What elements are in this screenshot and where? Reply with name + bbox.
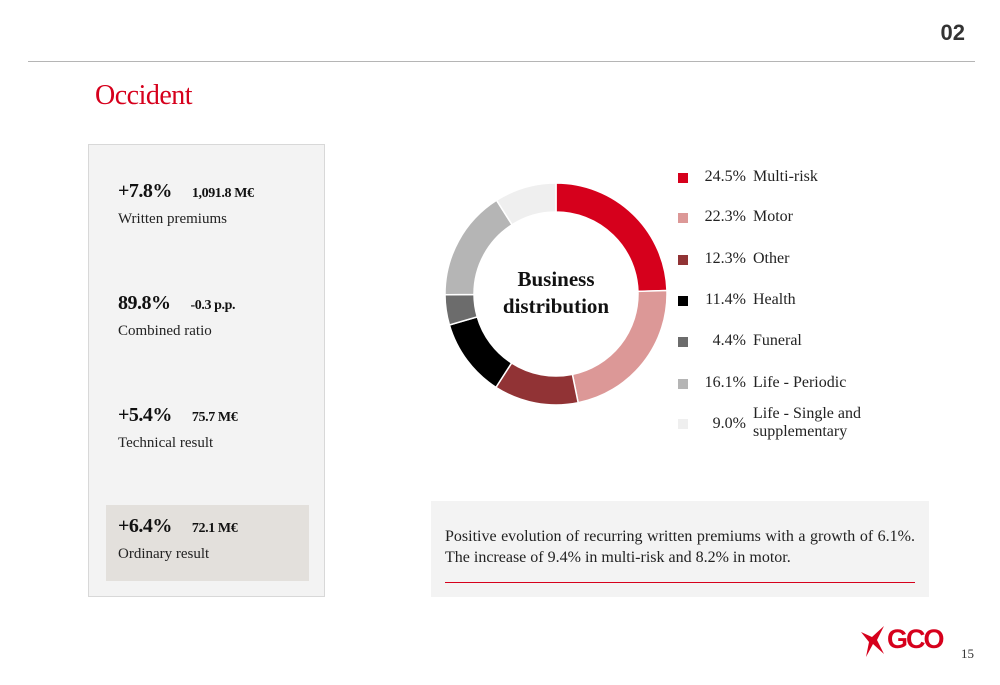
page-title: Occident (95, 80, 193, 111)
page-number: 15 (961, 646, 974, 661)
note-text: Positive evolution of recurring written … (445, 528, 915, 566)
legend-label: Funeral (753, 332, 802, 349)
kpi-value: -0.3 p.p. (190, 298, 236, 313)
legend-item-motor: 22.3% Motor (678, 208, 793, 226)
legend-swatch (678, 213, 688, 223)
donut-chart: Business distribution (444, 182, 668, 406)
legend-label: Health (753, 291, 796, 308)
kpi-percentage: +7.8% (118, 180, 172, 202)
section-number: 02 (940, 20, 965, 45)
kpi-percentage: +6.4% (118, 515, 172, 537)
legend-label: Motor (753, 208, 793, 225)
kpi-value: 72.1 M€ (191, 521, 238, 536)
legend-value: 4.4% (712, 332, 746, 349)
donut-slice-life-single-and-supplementary (495, 182, 557, 226)
kpi-label: Combined ratio (118, 323, 212, 339)
donut-slice-health (448, 315, 513, 389)
legend-item-life-periodic: 16.1% Life - Periodic (678, 374, 846, 392)
kpi-label: Technical result (118, 435, 214, 451)
legend-swatch (678, 296, 688, 306)
logo-text: GCO (887, 624, 944, 654)
kpi-label: Written premiums (118, 211, 227, 227)
chart-center-label-line-1: Business (517, 267, 594, 291)
legend-swatch (678, 173, 688, 183)
kpi-combined-ratio: 89.8% -0.3 p.p. Combined ratio (106, 262, 309, 339)
legend-item-health: 11.4% Health (678, 291, 796, 309)
legend-value: 24.5% (704, 168, 746, 185)
kpi-panel: +7.8% 1,091.8 M€ Written premiums 89.8% … (88, 144, 325, 597)
legend-value: 22.3% (704, 208, 746, 225)
note-underline (445, 582, 915, 583)
note-box: Positive evolution of recurring written … (431, 501, 929, 597)
logo-bird-icon (861, 626, 884, 657)
kpi-percentage: +5.4% (118, 404, 172, 426)
legend-value: 9.0% (712, 415, 746, 432)
header-divider (28, 61, 975, 62)
legend-label: Multi-risk (753, 168, 818, 185)
chart-center-label-line-2: distribution (503, 294, 610, 318)
kpi-label: Ordinary result (118, 546, 210, 562)
kpi-value: 75.7 M€ (191, 410, 238, 425)
legend-swatch (678, 255, 688, 265)
legend-label: Life - Single and supplementary (753, 405, 861, 440)
kpi-technical-result: +5.4% 75.7 M€ Technical result (106, 374, 309, 451)
kpi-percentage: 89.8% (118, 292, 171, 314)
legend-value: 16.1% (704, 374, 746, 391)
kpi-ordinary-result: +6.4% 72.1 M€ Ordinary result (106, 505, 309, 581)
kpi-written-premiums: +7.8% 1,091.8 M€ Written premiums (106, 150, 309, 227)
legend-item-funeral: 4.4% Funeral (678, 332, 802, 350)
legend-swatch (678, 337, 688, 347)
gco-logo: GCO (860, 624, 944, 658)
legend-value: 11.4% (705, 291, 746, 308)
donut-slice-life-periodic (444, 199, 514, 296)
legend-item-other: 12.3% Other (678, 250, 789, 268)
kpi-value: 1,091.8 M€ (191, 186, 254, 201)
legend-swatch (678, 419, 688, 429)
legend-label: Life - Periodic (753, 374, 847, 391)
legend-label: Other (753, 250, 790, 267)
legend-item-multi-risk: 24.5% Multi-risk (678, 168, 818, 186)
legend-value: 12.3% (704, 250, 746, 267)
legend-item-life-single: 9.0% Life - Single and supplementary (678, 405, 873, 441)
legend-swatch (678, 379, 688, 389)
